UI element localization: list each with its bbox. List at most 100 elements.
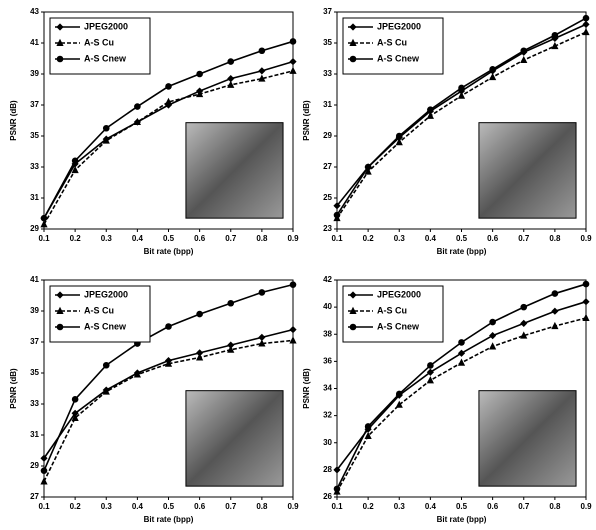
y-tick-label: 29 — [30, 461, 39, 470]
x-tick-label: 0.7 — [518, 502, 530, 511]
x-tick-label: 0.9 — [580, 234, 592, 243]
marker — [41, 215, 48, 222]
marker — [103, 125, 110, 132]
marker — [196, 71, 203, 78]
marker — [165, 323, 172, 330]
y-tick-label: 33 — [323, 69, 332, 78]
y-tick-label: 31 — [323, 100, 332, 109]
marker — [520, 304, 527, 311]
x-tick-label: 0.4 — [132, 502, 144, 511]
x-tick-label: 0.2 — [70, 234, 82, 243]
y-tick-label: 33 — [30, 399, 39, 408]
y-tick-label: 36 — [323, 356, 332, 365]
x-tick-label: 0.6 — [194, 502, 206, 511]
x-axis-label: Bit rate (bpp) — [437, 247, 487, 256]
y-tick-label: 34 — [323, 384, 332, 393]
y-tick-label: 25 — [323, 193, 332, 202]
y-tick-label: 39 — [30, 69, 39, 78]
y-tick-label: 32 — [323, 411, 332, 420]
x-tick-label: 0.9 — [580, 502, 592, 511]
figure: 29313335373941430.10.20.30.40.50.60.70.8… — [0, 0, 596, 530]
x-tick-label: 0.3 — [101, 234, 113, 243]
y-tick-label: 37 — [30, 337, 39, 346]
y-tick-label: 28 — [323, 465, 332, 474]
legend-label: JPEG2000 — [377, 289, 421, 299]
marker — [259, 47, 266, 54]
marker — [290, 281, 297, 288]
marker — [227, 300, 234, 307]
x-tick-label: 0.7 — [518, 234, 530, 243]
y-tick-label: 42 — [323, 275, 332, 284]
x-tick-label: 0.3 — [394, 502, 406, 511]
y-tick-label: 35 — [30, 368, 39, 377]
marker — [583, 281, 590, 288]
marker — [334, 486, 341, 493]
legend-label: A-S Cu — [84, 37, 114, 47]
marker — [552, 32, 559, 39]
x-tick-label: 0.1 — [331, 234, 343, 243]
marker — [365, 423, 372, 430]
x-tick-label: 0.6 — [487, 234, 499, 243]
marker — [103, 362, 110, 369]
x-tick-label: 0.8 — [256, 234, 268, 243]
marker — [227, 58, 234, 65]
x-tick-label: 0.5 — [163, 502, 175, 511]
x-tick-label: 0.6 — [487, 502, 499, 511]
marker — [72, 158, 79, 165]
sample-image — [186, 391, 283, 486]
legend-marker — [350, 324, 357, 331]
x-axis-label: Bit rate (bpp) — [144, 247, 194, 256]
y-tick-label: 31 — [30, 193, 39, 202]
legend-label: JPEG2000 — [377, 21, 421, 31]
legend: JPEG2000A-S CuA-S Cnew — [343, 286, 443, 342]
marker — [552, 290, 559, 297]
y-tick-label: 37 — [30, 100, 39, 109]
legend-label: A-S Cnew — [377, 53, 420, 63]
legend-label: A-S Cu — [84, 305, 114, 315]
x-tick-label: 0.2 — [363, 234, 375, 243]
x-tick-label: 0.7 — [225, 234, 237, 243]
x-tick-label: 0.4 — [425, 502, 437, 511]
x-tick-label: 0.2 — [363, 502, 375, 511]
legend-label: JPEG2000 — [84, 289, 128, 299]
y-axis-label: PSNR (dB) — [302, 368, 311, 409]
y-axis-label: PSNR (dB) — [302, 100, 311, 141]
y-tick-label: 31 — [30, 430, 39, 439]
marker — [583, 15, 590, 22]
x-tick-label: 0.7 — [225, 502, 237, 511]
marker — [196, 311, 203, 318]
x-tick-label: 0.9 — [287, 234, 299, 243]
y-tick-label: 37 — [323, 7, 332, 16]
x-tick-label: 0.1 — [38, 502, 50, 511]
y-tick-label: 29 — [323, 131, 332, 140]
y-tick-label: 40 — [323, 302, 332, 311]
marker — [134, 103, 141, 110]
y-tick-label: 33 — [30, 162, 39, 171]
marker — [458, 339, 465, 346]
marker — [334, 212, 341, 219]
marker — [365, 164, 372, 171]
legend-label: JPEG2000 — [84, 21, 128, 31]
y-tick-label: 27 — [323, 162, 332, 171]
x-tick-label: 0.4 — [425, 234, 437, 243]
x-tick-label: 0.6 — [194, 234, 206, 243]
marker — [41, 467, 48, 474]
marker — [290, 38, 297, 45]
sample-image — [186, 123, 283, 218]
sample-image — [479, 391, 576, 486]
legend-marker — [57, 324, 64, 331]
legend-label: A-S Cnew — [84, 321, 127, 331]
sample-image — [479, 123, 576, 218]
x-axis-label: Bit rate (bpp) — [437, 515, 487, 524]
y-tick-label: 39 — [30, 306, 39, 315]
y-tick-label: 38 — [323, 329, 332, 338]
marker — [458, 85, 465, 92]
x-tick-label: 0.8 — [256, 502, 268, 511]
x-tick-label: 0.8 — [549, 502, 561, 511]
x-tick-label: 0.4 — [132, 234, 144, 243]
marker — [489, 319, 496, 326]
x-tick-label: 0.3 — [101, 502, 113, 511]
marker — [396, 391, 403, 398]
y-tick-label: 29 — [30, 224, 39, 233]
